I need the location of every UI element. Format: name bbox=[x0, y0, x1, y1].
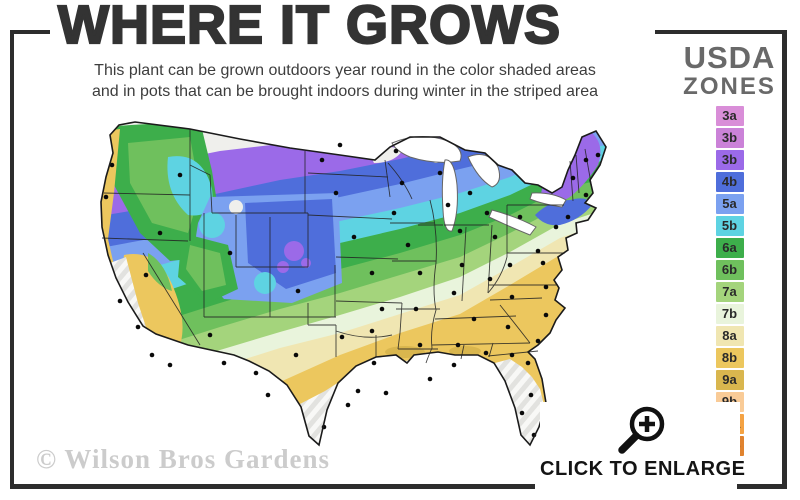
legend-zone-3a: 3a bbox=[715, 106, 744, 126]
legend-zone-3b: 3b bbox=[715, 150, 744, 170]
frame-bottom-right bbox=[737, 484, 787, 489]
usda-zones-legend: USDA ZONES 3a3b3b4b5a5b6a6b7a7b8a8b9a9b1… bbox=[672, 42, 787, 456]
legend-zone-7a: 7a bbox=[715, 282, 744, 302]
click-to-enlarge-label[interactable]: CLICK TO ENLARGE bbox=[540, 458, 746, 480]
legend-zone-3b: 3b bbox=[715, 128, 744, 148]
magnifier-plus-icon[interactable] bbox=[611, 402, 669, 458]
city-dots bbox=[103, 142, 601, 438]
legend-zone-8b: 8b bbox=[715, 348, 744, 368]
legend-zone-5a: 5a bbox=[715, 194, 744, 214]
us-outline bbox=[100, 121, 607, 447]
great-lakes bbox=[391, 136, 567, 236]
frame-top-left bbox=[10, 30, 50, 34]
us-map-graphic bbox=[100, 121, 607, 447]
watermark: © Wilson Bros Gardens bbox=[36, 444, 330, 474]
legend-zone-6a: 6a bbox=[715, 238, 744, 258]
subtitle: This plant can be grown outdoors year ro… bbox=[40, 60, 650, 102]
legend-heading-zones: ZONES bbox=[683, 73, 776, 100]
legend-zone-9a: 9a bbox=[715, 370, 744, 390]
legend-heading-usda: USDA bbox=[683, 40, 776, 75]
legend-zone-4b: 4b bbox=[715, 172, 744, 192]
subtitle-line-1: This plant can be grown outdoors year ro… bbox=[94, 62, 596, 79]
click-to-enlarge[interactable]: CLICK TO ENLARGE bbox=[540, 402, 746, 481]
legend-zone-7b: 7b bbox=[715, 304, 744, 324]
frame-bottom-left bbox=[10, 484, 535, 489]
subtitle-line-2: and in pots that can be brought indoors … bbox=[91, 83, 599, 100]
frame-right bbox=[782, 30, 787, 488]
usda-zone-map[interactable] bbox=[40, 105, 665, 465]
legend-zone-5b: 5b bbox=[715, 216, 744, 236]
legend-zone-8a: 8a bbox=[715, 326, 744, 346]
frame-left bbox=[10, 30, 14, 488]
frame-top-right bbox=[655, 30, 787, 34]
page-title: WHERE IT GROWS bbox=[52, 0, 567, 56]
legend-zone-6b: 6b bbox=[715, 260, 744, 280]
